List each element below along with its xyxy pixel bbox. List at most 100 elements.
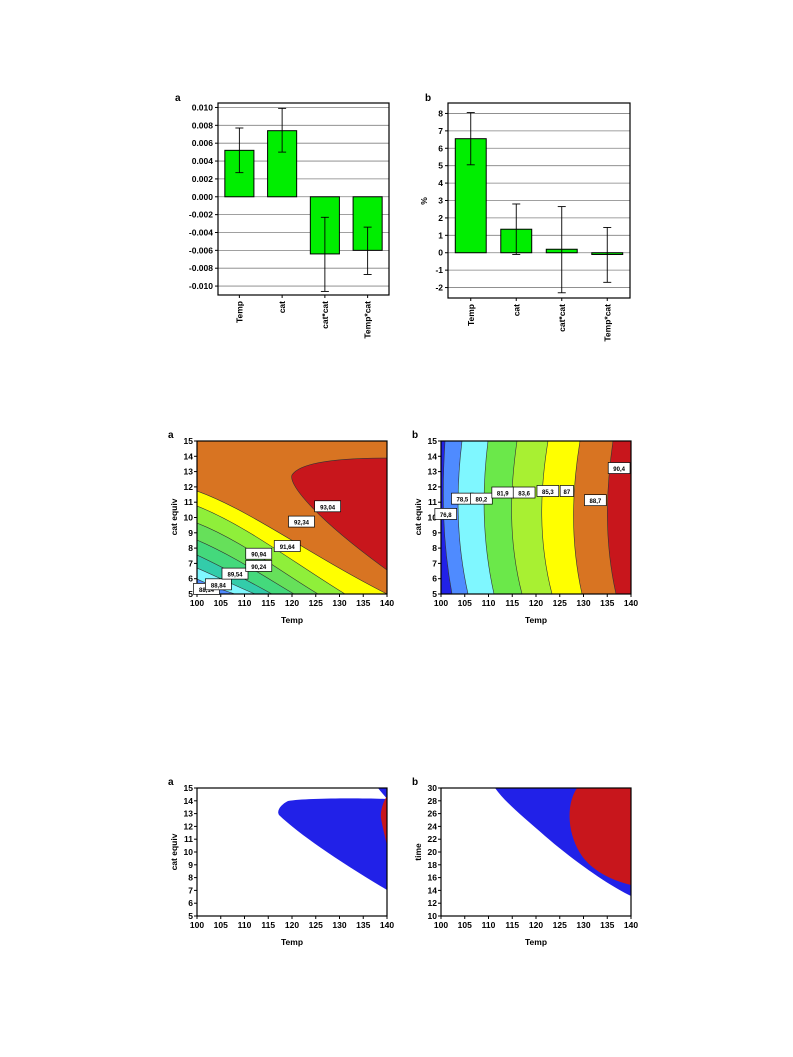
- region-red: [291, 457, 387, 571]
- panel-label-b: b: [412, 430, 418, 441]
- y-tick-label: 28: [428, 796, 438, 806]
- contour-plot-b: b 5 6 7 8 9 10 11 12 13 14 15 100 105 110 115 120 125 13…: [412, 430, 638, 625]
- contour-label-box: [273, 540, 301, 552]
- contour-label-box: [434, 508, 458, 520]
- x-axis-label: Temp: [281, 615, 303, 625]
- contour-label-box: [470, 492, 493, 505]
- x-tick-label: 125: [553, 920, 567, 930]
- x-tick-label: 140: [380, 920, 394, 930]
- x-tick-label: 115: [261, 920, 275, 930]
- y-tick-label: 12: [428, 898, 438, 908]
- x-tick-label: 135: [600, 598, 614, 608]
- y-tick-label: 5: [438, 161, 443, 171]
- plot-frame: [217, 102, 390, 296]
- y-tick-label: 1: [438, 230, 443, 240]
- y-tick-label: 12: [428, 482, 438, 492]
- y-tick-label: -0.004: [189, 227, 213, 237]
- y-tick-label: 8: [438, 108, 443, 118]
- contour-label: 90,4: [613, 467, 625, 473]
- x-tick-label: 105: [458, 598, 472, 608]
- contour-label: 83,6: [518, 492, 530, 498]
- contour-label: 92,34: [294, 521, 310, 527]
- x-tick-label: Temp: [234, 301, 244, 323]
- region-fill: [278, 788, 387, 890]
- y-tick-label: 6: [432, 574, 437, 584]
- y-tick-label: 14: [184, 796, 194, 806]
- panel-label-b: b: [412, 777, 418, 788]
- y-tick-label: 11: [184, 497, 193, 507]
- contour-label: 87: [564, 490, 571, 496]
- x-tick-label: 110: [238, 598, 252, 608]
- x-tick-label: 105: [214, 598, 228, 608]
- x-tick-label: 140: [624, 920, 638, 930]
- contour-label-box: [288, 515, 315, 528]
- panel-label-a: a: [175, 93, 181, 104]
- y-tick-label: -0.010: [189, 281, 213, 291]
- y-tick-label: 15: [184, 436, 194, 446]
- contour-label-box: [245, 547, 273, 560]
- x-tick-label: 140: [624, 598, 638, 608]
- contour-fill: [441, 441, 631, 594]
- y-tick-label: 14: [184, 451, 194, 461]
- x-tick-label: 100: [190, 598, 204, 608]
- y-tick-label: -2: [435, 283, 443, 293]
- x-tick-label: 120: [529, 598, 543, 608]
- x-tick-label: 110: [482, 920, 496, 930]
- bar-chart-a: a 0.010 0.008 0.006 0.004 0.002 0.000 -0.002 -0…: [175, 93, 390, 339]
- y-tick-label: 4: [438, 178, 443, 188]
- contour-label: 90,94: [251, 553, 267, 559]
- y-tick-label: 3: [438, 196, 443, 206]
- x-tick-label: 115: [505, 920, 519, 930]
- y-tick-label: 13: [184, 467, 194, 477]
- y-tick-label: 10: [184, 847, 194, 857]
- x-tick-label: 140: [380, 598, 394, 608]
- y-tick-label: 10: [428, 513, 438, 523]
- y-axis-label: cat equiv: [169, 833, 179, 870]
- x-tick-label: 135: [600, 920, 614, 930]
- y-tick-label: 10: [184, 513, 194, 523]
- x-axis-label: Temp: [281, 937, 303, 947]
- x-tick-label: cat*cat: [320, 301, 330, 329]
- y-tick-label: 11: [184, 834, 193, 844]
- x-tick-label: 125: [309, 920, 323, 930]
- x-tick-label: 120: [285, 920, 299, 930]
- contour-label: 76,8: [440, 513, 452, 519]
- y-tick-label: -0.008: [189, 263, 213, 273]
- y-tick-label: 10: [428, 911, 438, 921]
- y-tick-label: 26: [428, 809, 438, 819]
- x-tick-label: 105: [214, 920, 228, 930]
- y-axis-label: time: [413, 843, 423, 861]
- y-tick-label: 9: [188, 528, 193, 538]
- y-tick-label: 12: [184, 821, 194, 831]
- contour-label: 88,7: [590, 499, 602, 505]
- y-tick-label: 8: [188, 873, 193, 883]
- contour-label: 88,84: [211, 583, 227, 589]
- x-axis-label: Temp: [525, 937, 547, 947]
- contour-label: 90,24: [251, 565, 267, 571]
- y-tick-label: 15: [428, 436, 438, 446]
- contour-label: 91,64: [280, 545, 296, 551]
- x-tick-label: 100: [434, 920, 448, 930]
- y-tick-label: 2: [438, 213, 443, 223]
- x-tick-label: Temp: [466, 304, 476, 326]
- x-tick-label: 135: [356, 598, 370, 608]
- y-tick-label: 12: [184, 482, 194, 492]
- region-fill: [495, 788, 631, 896]
- panel-label-b: b: [425, 93, 431, 104]
- bar-chart-b: b 8 7 6 5 4 3 2 1 0 -1 -2 Temp cat cat*cat Temp*cat %: [419, 93, 631, 342]
- panel-label-a: a: [168, 430, 174, 441]
- x-tick-label: 130: [332, 598, 346, 608]
- x-tick-label: 115: [261, 598, 275, 608]
- panel-label-a: a: [168, 777, 174, 788]
- x-tick-label: 135: [356, 920, 370, 930]
- y-tick-label: 14: [428, 885, 438, 895]
- y-tick-label: 11: [428, 497, 437, 507]
- y-tick-label: 0.006: [192, 138, 214, 148]
- x-tick-label: Temp*cat: [363, 301, 373, 339]
- x-tick-label: 110: [238, 920, 252, 930]
- y-tick-label: 14: [428, 451, 438, 461]
- x-tick-label: 130: [576, 598, 590, 608]
- y-tick-label: 6: [188, 574, 193, 584]
- region-red: [380, 796, 387, 846]
